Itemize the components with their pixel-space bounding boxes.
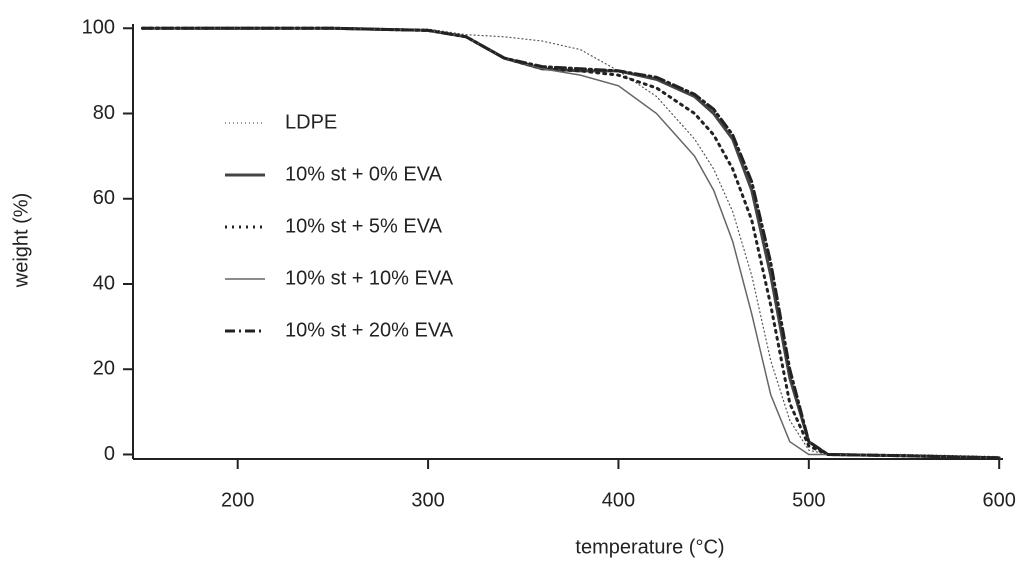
x-tick-label: 200 [221, 489, 254, 511]
x-tick-label: 300 [411, 489, 444, 511]
x-tick-label: 600 [983, 489, 1016, 511]
data-line [141, 26, 1001, 460]
data-line [141, 27, 1000, 459]
data-line [141, 26, 1001, 460]
y-tick-label: 40 [93, 272, 115, 294]
x-tick-label: 400 [602, 489, 635, 511]
y-tick-label: 60 [93, 187, 115, 209]
y-tick-label: 0 [104, 443, 115, 465]
x-tick-label: 500 [792, 489, 825, 511]
legend-label: 10% st + 20% EVA [285, 319, 454, 341]
legend-label: 10% st + 0% EVA [285, 163, 443, 185]
data-line [141, 26, 1001, 460]
data-line [141, 27, 1000, 458]
legend-label: 10% st + 10% EVA [285, 267, 454, 289]
legend-label: LDPE [285, 111, 337, 133]
y-axis-label: weight (%) [10, 193, 32, 288]
legend-label: 10% st + 5% EVA [285, 215, 443, 237]
y-tick-label: 80 [93, 102, 115, 124]
y-tick-label: 100 [82, 17, 115, 39]
y-tick-label: 20 [93, 358, 115, 380]
x-axis-label: temperature (°C) [575, 536, 724, 558]
